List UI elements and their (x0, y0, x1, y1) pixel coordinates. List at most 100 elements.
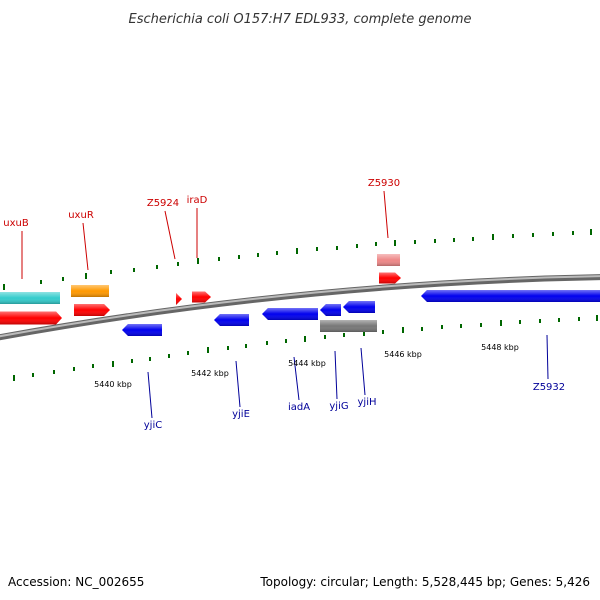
outer-tick-track (3, 229, 592, 290)
inner-tick-mark (207, 347, 209, 353)
gene-feature (320, 304, 341, 316)
outer-tick-mark (296, 248, 298, 254)
label-pointer-lines (21, 190, 549, 419)
outer-tick-mark (590, 229, 592, 235)
gene-label-forward: uxuB (3, 218, 29, 229)
inner-tick-mark (32, 373, 34, 377)
inner-tick-mark (402, 327, 404, 333)
inner-tick-mark (460, 324, 462, 328)
gene-arrow-shading (377, 254, 400, 266)
inner-tick-mark (382, 330, 384, 334)
gene-label-reverse: yjiC (144, 420, 162, 431)
outer-tick-mark (434, 239, 436, 243)
inner-tick-mark (596, 315, 598, 321)
outer-tick-mark (492, 234, 494, 240)
label-pointer (164, 210, 176, 260)
label-pointer (82, 222, 89, 271)
inner-tick-track (13, 315, 598, 381)
outer-tick-mark (375, 242, 377, 246)
inner-tick-mark (441, 325, 443, 329)
outer-tick-mark (532, 233, 534, 237)
inner-tick-mark (53, 370, 55, 374)
outer-tick-mark (40, 280, 42, 284)
outer-tick-mark (394, 240, 396, 246)
inner-tick-mark (363, 332, 365, 336)
gene-arrow-shading (320, 320, 377, 332)
scale-label: 5448 kbp (481, 343, 519, 352)
outer-tick-mark (133, 268, 135, 272)
inner-tick-mark (343, 333, 345, 337)
gene-feature (122, 324, 162, 336)
gene-feature (74, 304, 110, 316)
inner-tick-mark (285, 339, 287, 343)
gene-label-forward: uxuR (68, 210, 94, 221)
gene-arrow-shading (192, 291, 211, 303)
outer-tick-mark (512, 234, 514, 238)
gene-label-reverse: yjiG (329, 401, 348, 412)
outer-tick-mark (110, 270, 112, 274)
inner-tick-mark (421, 327, 423, 331)
gene-feature (320, 320, 377, 332)
gene-arrow-shading (343, 301, 375, 313)
feature-track (0, 254, 600, 336)
backbone-outline (0, 274, 600, 341)
inner-tick-mark (131, 359, 133, 363)
inner-tick-mark (149, 357, 151, 361)
gene-arrow-shading (0, 292, 60, 304)
gene-arrow-shading (122, 324, 162, 336)
scale-label: 5442 kbp (191, 369, 229, 378)
gene-label-forward: iraD (187, 195, 208, 206)
gene-feature (0, 311, 62, 325)
label-pointer (235, 360, 241, 408)
outer-tick-mark (552, 232, 554, 236)
gene-feature (379, 272, 401, 284)
gene-arrow-shading (74, 304, 110, 316)
inner-tick-mark (578, 317, 580, 321)
genome-backbone (0, 274, 600, 341)
inner-tick-mark (73, 367, 75, 371)
outer-tick-mark (3, 284, 5, 290)
gene-feature (192, 291, 211, 303)
inner-tick-mark (480, 323, 482, 327)
outer-tick-mark (197, 258, 199, 264)
outer-tick-mark (356, 244, 358, 248)
gene-feature (0, 292, 60, 304)
backbone-highlight (0, 275, 600, 338)
outer-tick-mark (156, 265, 158, 269)
label-pointer (293, 356, 300, 401)
inner-tick-mark (558, 318, 560, 322)
gene-arrow-shading (379, 272, 401, 284)
outer-tick-mark (316, 247, 318, 251)
outer-tick-mark (257, 253, 259, 257)
gene-label-forward: Z5930 (368, 178, 400, 189)
outer-tick-mark (276, 251, 278, 255)
label-pointer (334, 350, 338, 400)
gene-label-forward: Z5924 (147, 198, 179, 209)
gene-label-reverse: Z5932 (533, 382, 565, 393)
inner-tick-mark (168, 354, 170, 358)
inner-tick-mark (539, 319, 541, 323)
gene-feature (343, 301, 375, 313)
gene-arrow-shading (421, 290, 600, 302)
gene-feature (421, 290, 600, 302)
scale-label: 5446 kbp (384, 350, 422, 359)
inner-tick-mark (500, 320, 502, 326)
scale-labels: 5440 kbp 5442 kbp 5444 kbp 5446 kbp 5448 kbp (94, 343, 519, 389)
outer-tick-mark (85, 273, 87, 279)
map-title: Escherichia coli O157:H7 EDL933, complet… (129, 12, 472, 27)
outer-tick-mark (62, 277, 64, 281)
gene-arrow-shading (71, 285, 109, 297)
gene-label-reverse: yjiE (232, 409, 250, 420)
inner-tick-mark (245, 344, 247, 348)
inner-tick-mark (324, 335, 326, 339)
inner-tick-mark (92, 364, 94, 368)
label-pointer (383, 190, 389, 239)
outer-tick-mark (238, 255, 240, 259)
outer-tick-mark (414, 240, 416, 244)
scale-label: 5440 kbp (94, 380, 132, 389)
outer-tick-mark (572, 231, 574, 235)
outer-tick-mark (177, 262, 179, 266)
gene-arrow-shading (0, 311, 62, 325)
accession-text: Accession: NC_002655 (8, 575, 144, 589)
